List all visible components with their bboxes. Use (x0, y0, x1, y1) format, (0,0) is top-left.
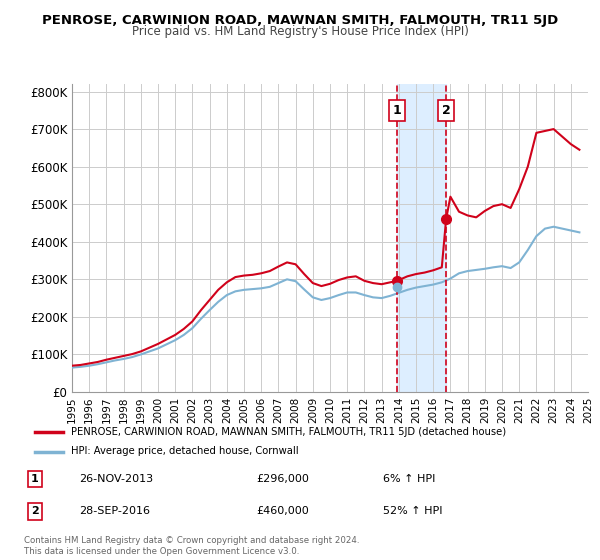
Text: 28-SEP-2016: 28-SEP-2016 (79, 506, 150, 516)
Text: £460,000: £460,000 (256, 506, 308, 516)
Text: 2: 2 (442, 104, 451, 117)
Text: PENROSE, CARWINION ROAD, MAWNAN SMITH, FALMOUTH, TR11 5JD (detached house): PENROSE, CARWINION ROAD, MAWNAN SMITH, F… (71, 427, 506, 437)
Text: £296,000: £296,000 (256, 474, 309, 484)
Bar (397, 84, 446, 392)
Text: PENROSE, CARWINION ROAD, MAWNAN SMITH, FALMOUTH, TR11 5JD: PENROSE, CARWINION ROAD, MAWNAN SMITH, F… (42, 14, 558, 27)
Text: HPI: Average price, detached house, Cornwall: HPI: Average price, detached house, Corn… (71, 446, 299, 456)
Text: 6% ↑ HPI: 6% ↑ HPI (383, 474, 435, 484)
Text: Contains HM Land Registry data © Crown copyright and database right 2024.
This d: Contains HM Land Registry data © Crown c… (24, 536, 359, 556)
Text: 1: 1 (31, 474, 39, 484)
Text: Price paid vs. HM Land Registry's House Price Index (HPI): Price paid vs. HM Land Registry's House … (131, 25, 469, 38)
Text: 26-NOV-2013: 26-NOV-2013 (79, 474, 154, 484)
Text: 2: 2 (31, 506, 39, 516)
Text: 52% ↑ HPI: 52% ↑ HPI (383, 506, 442, 516)
Text: 1: 1 (393, 104, 401, 117)
